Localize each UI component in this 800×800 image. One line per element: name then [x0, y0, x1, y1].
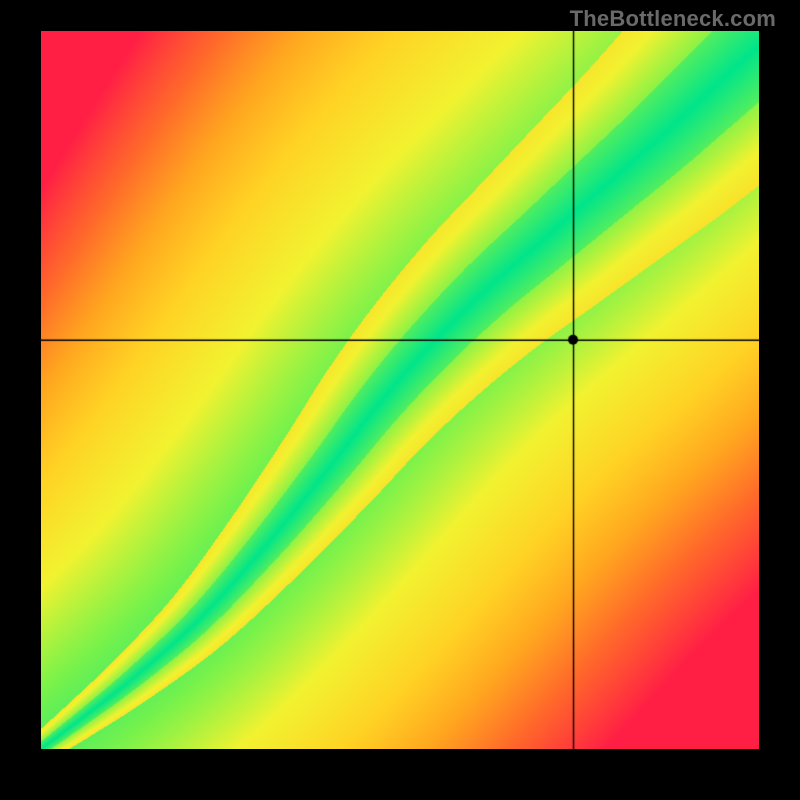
watermark-text: TheBottleneck.com	[570, 6, 776, 32]
heatmap-canvas	[41, 31, 759, 749]
heatmap-plot	[41, 31, 759, 749]
